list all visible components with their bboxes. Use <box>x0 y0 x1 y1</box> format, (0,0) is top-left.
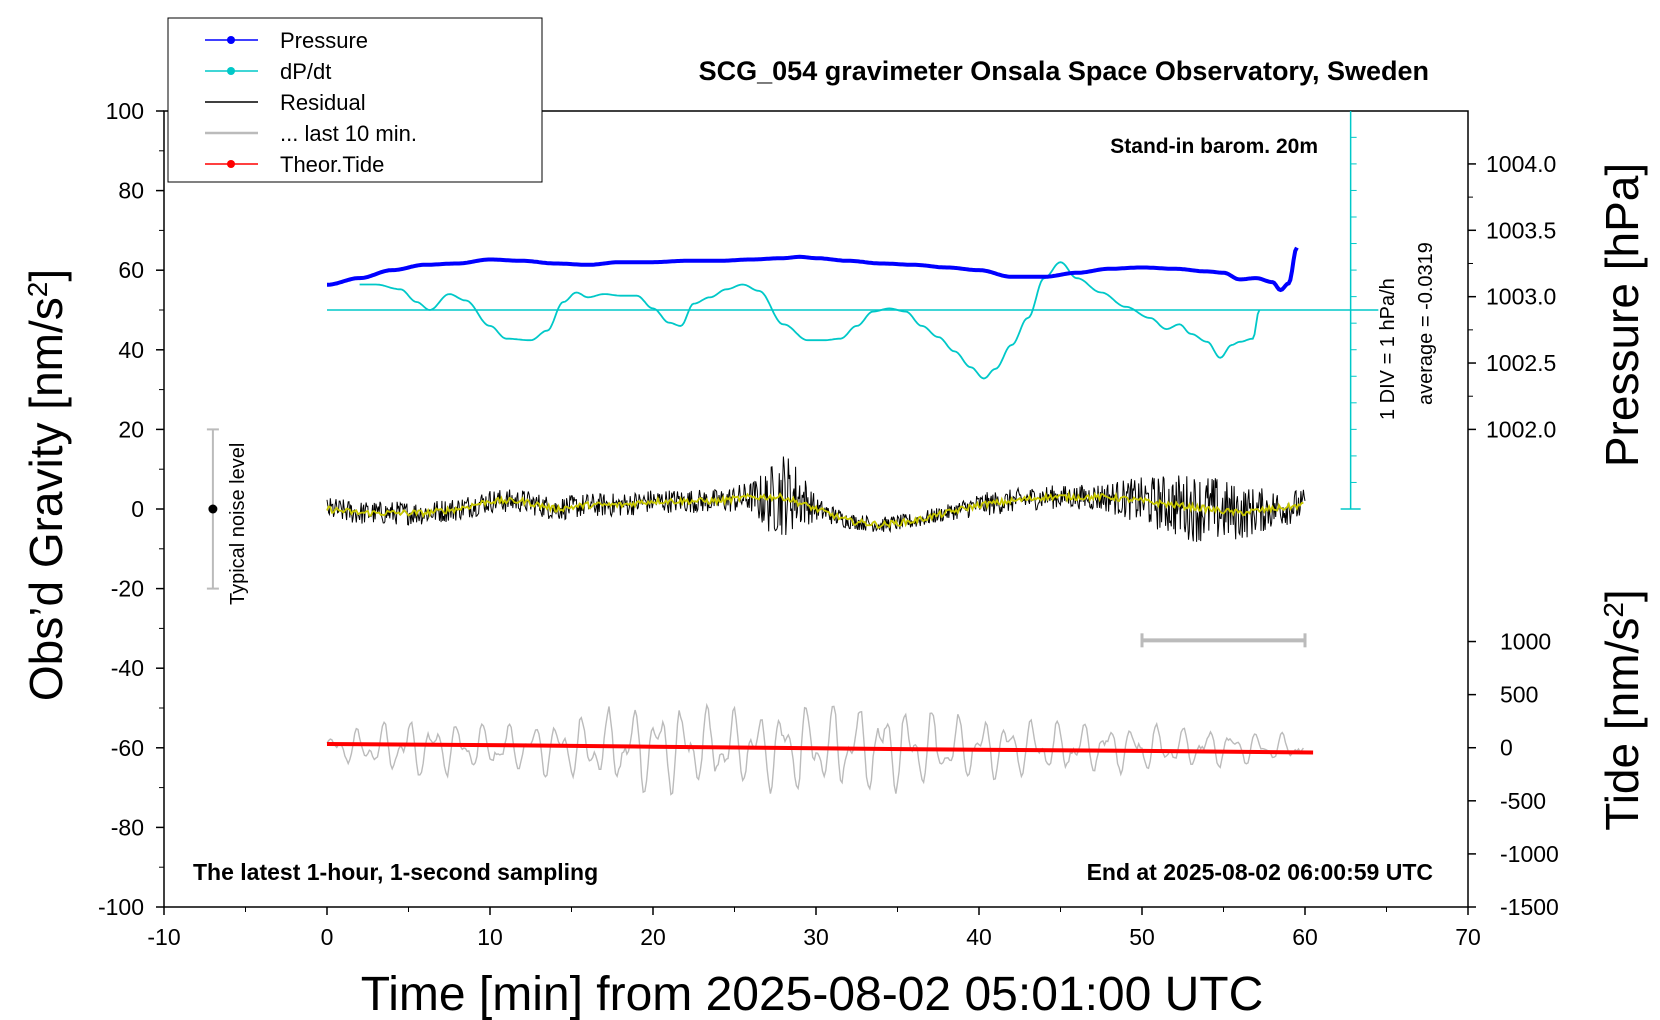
y-axis-label-tide: Tide [nm/s2] <box>1596 589 1648 830</box>
bottom-left-annotation: The latest 1-hour, 1-second sampling <box>193 859 598 885</box>
tide-tick-label: 500 <box>1500 682 1538 708</box>
pressure-tick-label: 1004.0 <box>1486 151 1556 177</box>
pressure-tick-label: 1002.0 <box>1486 416 1556 442</box>
y-tick-label: 80 <box>118 178 144 204</box>
x-tick-label: 40 <box>966 924 992 950</box>
tide-tick-label: 0 <box>1500 735 1513 761</box>
dpdt-line <box>359 261 1261 380</box>
axes-group: -10 0 10 20 30 40 50 60 70100806040200-20-40-60-… <box>98 98 1559 950</box>
legend-marker <box>227 160 235 168</box>
last-10-min-line <box>326 702 1304 796</box>
chart-title: SCG_054 gravimeter Onsala Space Observat… <box>699 56 1429 86</box>
noise-annotation: Typical noise level <box>227 443 249 605</box>
y-tick-label: -80 <box>111 814 144 840</box>
y-tick-label: -60 <box>111 735 144 761</box>
dpdt-average-annotation: average = -0.0319 <box>1415 242 1437 405</box>
y-tick-label: 40 <box>118 337 144 363</box>
legend-items: Pressure dP/dt Residual ... last 10 min. The… <box>205 28 417 177</box>
bottom-right-annotation: End at 2025-08-02 06:00:59 UTC <box>1087 859 1433 885</box>
pressure-line <box>327 246 1299 293</box>
pressure-tick-label: 1003.0 <box>1486 284 1556 310</box>
series-group <box>206 111 1379 796</box>
y-tick-label: -20 <box>111 576 144 602</box>
theoretical-tide-line <box>326 742 1314 755</box>
legend-label: Residual <box>280 90 366 115</box>
legend-marker <box>227 36 235 44</box>
x-tick-label: 10 <box>477 924 503 950</box>
y-axis-label-tide-end: ] <box>1596 589 1648 602</box>
x-tick-label: 20 <box>640 924 666 950</box>
tide-tick-label: -1500 <box>1500 894 1559 920</box>
y-axis-label-main-text: Obs’d Gravity [nm/s <box>20 297 72 701</box>
residual-smoothed-line <box>326 490 1304 529</box>
dpdt-scale-annotation: 1 DIV = 1 hPa/h <box>1377 278 1399 420</box>
y-tick-label: 60 <box>118 257 144 283</box>
x-tick-label: 60 <box>1292 924 1318 950</box>
y-axis-label-tide-text: Tide [nm/s <box>1596 618 1648 831</box>
y-axis-label-main-sup: 2 <box>22 282 53 298</box>
x-tick-label: -10 <box>147 924 180 950</box>
legend-label: ... last 10 min. <box>280 121 417 146</box>
legend-marker <box>227 67 235 75</box>
y-tick-label: -40 <box>111 655 144 681</box>
barometer-annotation: Stand-in barom. 20m <box>1110 135 1318 158</box>
legend-label: Pressure <box>280 28 368 53</box>
x-tick-label: 50 <box>1129 924 1155 950</box>
legend-label: Theor.Tide <box>280 152 384 177</box>
y-axis-label-main: Obs’d Gravity [nm/s2] <box>20 269 72 701</box>
y-axis-label-main-end: ] <box>20 269 72 282</box>
legend-label: dP/dt <box>280 59 331 84</box>
legend: Pressure dP/dt Residual ... last 10 min. The… <box>167 17 543 183</box>
x-tick-label: 30 <box>803 924 829 950</box>
tide-tick-label: -1000 <box>1500 841 1559 867</box>
y-axis-label-tide-sup: 2 <box>1598 602 1629 618</box>
y-tick-label: 100 <box>106 98 144 124</box>
x-tick-label: 0 <box>321 924 334 950</box>
y-tick-label: -100 <box>98 894 144 920</box>
y-tick-label: 20 <box>118 416 144 442</box>
pressure-tick-label: 1003.5 <box>1486 217 1556 243</box>
pressure-tick-label: 1002.5 <box>1486 350 1556 376</box>
y-axis-label-pressure: Pressure [hPa] <box>1596 163 1648 467</box>
y-tick-label: 0 <box>131 496 144 522</box>
x-tick-label: 70 <box>1455 924 1481 950</box>
x-axis-label: Time [min] from 2025-08-02 05:01:00 UTC <box>361 968 1264 1020</box>
tide-tick-label: 1000 <box>1500 629 1551 655</box>
legend-box <box>167 17 543 183</box>
tide-tick-label: -500 <box>1500 788 1546 814</box>
noise-bar-dot <box>208 504 218 514</box>
